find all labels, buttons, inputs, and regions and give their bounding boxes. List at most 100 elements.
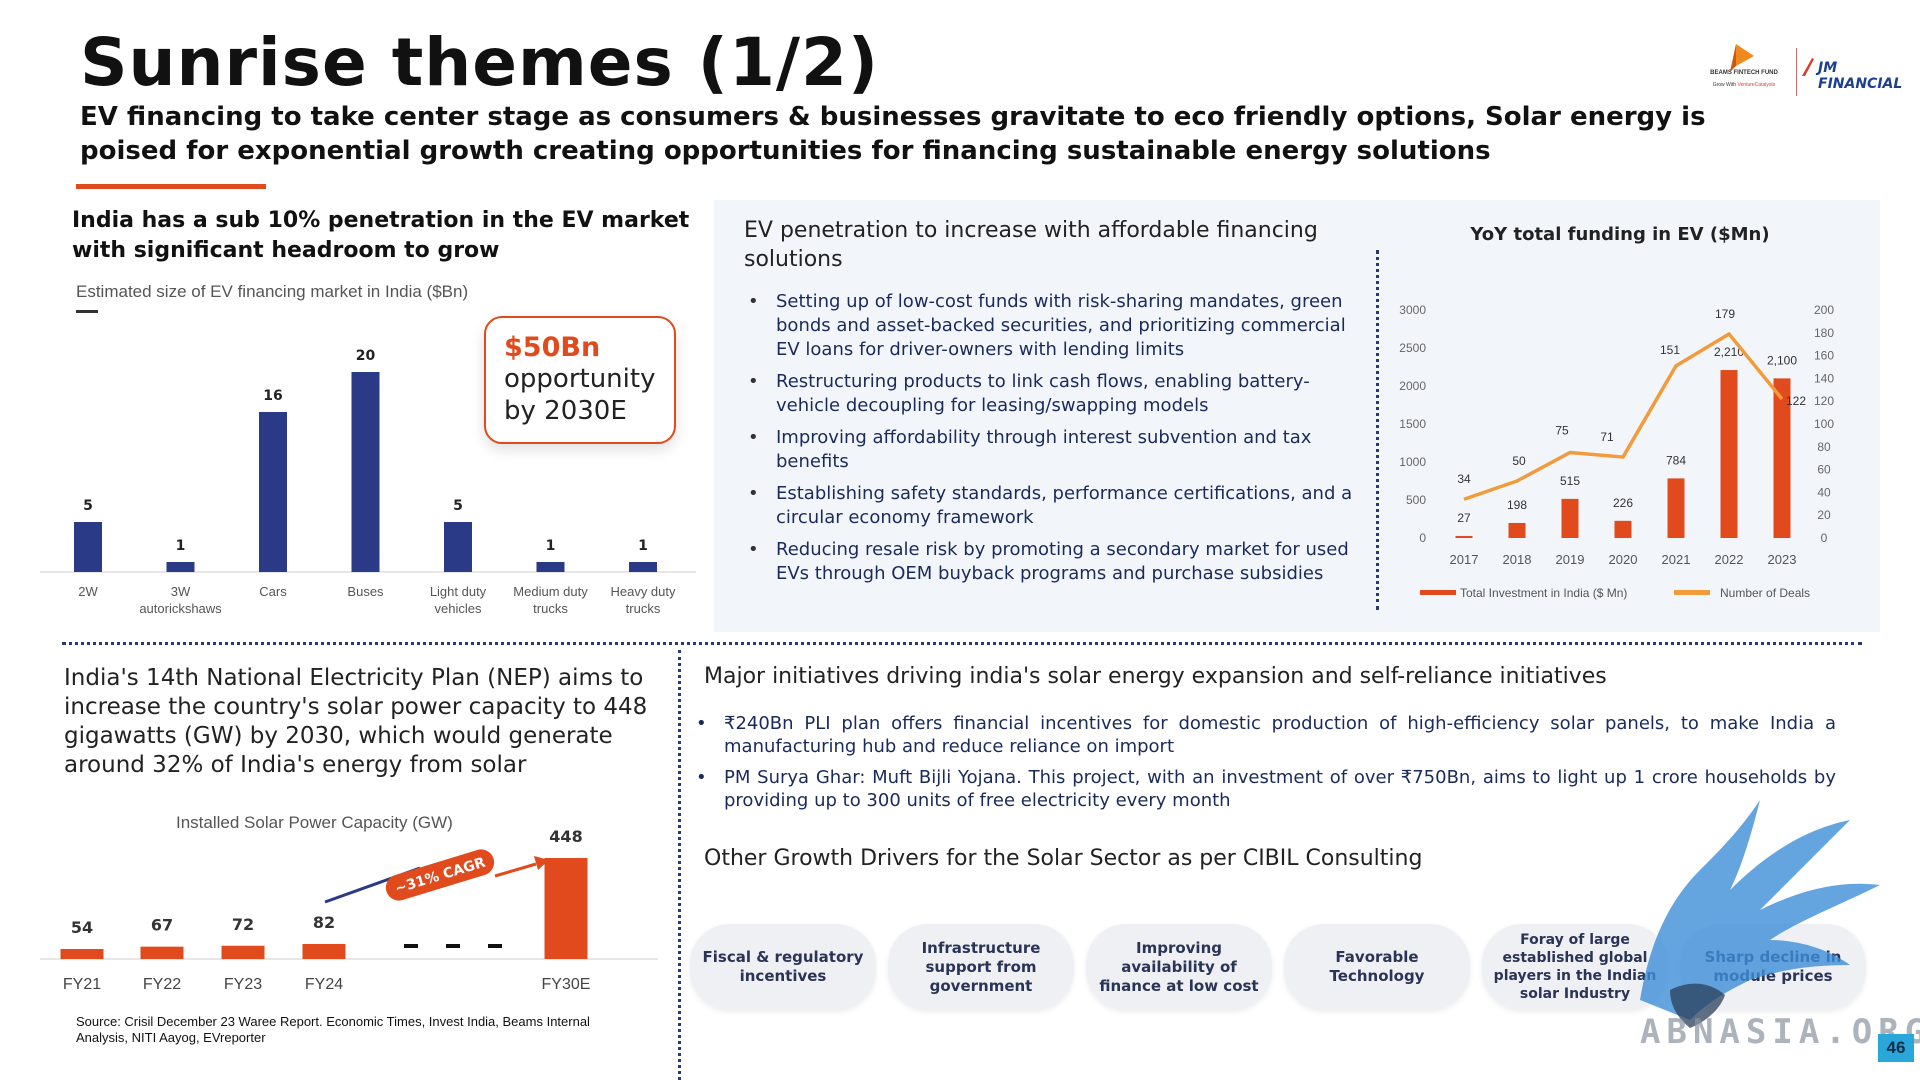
ev-market-bar — [444, 522, 472, 572]
deals-point-label: 71 — [1600, 430, 1614, 444]
solar-value-label: 82 — [313, 913, 335, 932]
solar-capacity-bar — [140, 946, 184, 959]
ev-market-category-label: Heavy duty — [610, 584, 676, 599]
deals-point-label: 75 — [1555, 424, 1569, 438]
bullet-item: Improving affordability through interest… — [744, 426, 1356, 474]
beams-flag-icon — [1730, 44, 1754, 72]
right-axis-tick-label: 100 — [1814, 417, 1834, 431]
ev-market-heading: India has a sub 10% penetration in the E… — [72, 208, 690, 263]
funding-x-tick-label: 2019 — [1556, 552, 1585, 567]
deals-point-label: 179 — [1715, 307, 1735, 321]
bullet-item: Setting up of low-cost funds with risk-s… — [744, 290, 1356, 362]
funding-x-tick-label: 2022 — [1715, 552, 1744, 567]
funding-bar-label: 515 — [1560, 474, 1580, 488]
left-axis-tick-label: 2500 — [1399, 341, 1426, 355]
deals-point-label: 50 — [1512, 454, 1526, 468]
right-axis-tick-label: 0 — [1821, 531, 1828, 545]
growth-driver-pill: Favorable Technology — [1284, 924, 1470, 1010]
bird-watermark-icon — [1640, 800, 1880, 1028]
jm-arrow-icon — [1802, 58, 1814, 76]
solar-value-label: 67 — [151, 916, 173, 935]
funding-x-tick-label: 2020 — [1609, 552, 1638, 567]
solar-category-label: FY30E — [542, 976, 591, 993]
deals-point-label: 151 — [1660, 343, 1680, 357]
bullet-item: Restructuring products to link cash flow… — [744, 370, 1356, 418]
right-axis-tick-label: 20 — [1817, 508, 1831, 522]
growth-driver-pill: Infrastructure support from government — [888, 924, 1074, 1010]
callout-value: $50Bn — [504, 332, 601, 363]
ev-funding-combo-chart: YoY total funding in EV ($Mn)05001000150… — [1399, 224, 1834, 600]
funding-bar-label: 2,210 — [1714, 345, 1744, 359]
ev-market-bar — [74, 522, 102, 572]
funding-bar-label: 27 — [1457, 511, 1471, 525]
axis-break-dash — [488, 944, 502, 948]
growth-drivers-heading: Other Growth Drivers for the Solar Secto… — [704, 846, 1423, 871]
section-divider-horizontal — [62, 642, 1862, 645]
cagr-arrowhead — [534, 856, 549, 870]
funding-bar-label: 198 — [1507, 498, 1527, 512]
beams-fintech-logo: BEAMS FINTECH FUND Grow With VentureCata… — [1696, 42, 1792, 96]
jm-logo-text: JM FINANCIAL — [1818, 60, 1903, 92]
deals-point-label: 34 — [1457, 472, 1471, 486]
solar-capacity-bar — [302, 943, 346, 959]
callout-text: opportunity by 2030E — [504, 364, 656, 426]
chart-label-dash — [76, 310, 98, 313]
right-axis-tick-label: 200 — [1814, 303, 1834, 317]
cagr-arrow-right — [494, 862, 537, 878]
axis-break-dash — [446, 944, 460, 948]
legend-swatch-deals — [1674, 590, 1710, 595]
initiatives-bullets: ₹240Bn PLI plan offers financial incenti… — [696, 712, 1836, 820]
ev-market-value-label: 1 — [176, 538, 186, 554]
funding-bar-label: 784 — [1666, 453, 1686, 467]
ev-market-bar-chart: 5 2W 1 3W autorickshaws 16 Cars 20 Buses 5 Light d… — [40, 348, 696, 616]
right-axis-tick-label: 120 — [1814, 394, 1834, 408]
panel-divider-vertical — [1376, 250, 1379, 610]
ev-market-category-label: Cars — [259, 584, 287, 599]
bullet-item: Establishing safety standards, performan… — [744, 482, 1356, 530]
legend-swatch-investment — [1420, 590, 1456, 595]
funding-bar — [1614, 520, 1632, 538]
ev-market-bar — [536, 562, 565, 572]
axis-break-dash — [404, 944, 418, 948]
funding-x-tick-label: 2021 — [1662, 552, 1691, 567]
ev-market-category-label: vehicles — [435, 601, 482, 616]
ev-market-chart-label: Estimated size of EV financing market in… — [76, 282, 469, 301]
ev-market-value-label: 16 — [263, 388, 282, 404]
funding-x-tick-label: 2023 — [1768, 552, 1797, 567]
nep-description: India's 14th National Electricity Plan (… — [64, 665, 648, 778]
ev-market-category-label: Medium duty — [513, 584, 588, 599]
solar-capacity-bar — [221, 945, 265, 959]
left-axis-tick-label: 500 — [1406, 493, 1426, 507]
bullet-item: ₹240Bn PLI plan offers financial incenti… — [696, 712, 1836, 758]
solar-category-label: FY23 — [224, 976, 262, 993]
title-accent-bar — [76, 184, 266, 189]
ev-market-category-label: trucks — [626, 601, 661, 616]
funding-bar — [1561, 498, 1579, 538]
solar-category-label: FY22 — [143, 976, 181, 993]
right-axis-tick-label: 60 — [1817, 463, 1831, 477]
funding-bar — [1720, 370, 1738, 538]
growth-driver-pill: Improving availability of finance at low… — [1086, 924, 1272, 1010]
watermark-text: ABNASIA.ORG — [1640, 1012, 1920, 1052]
ev-market-value-label: 20 — [356, 348, 376, 364]
right-axis-tick-label: 160 — [1814, 349, 1834, 363]
funding-x-tick-label: 2017 — [1450, 552, 1479, 567]
ev-market-value-label: 1 — [638, 538, 648, 554]
page-number: 46 — [1878, 1034, 1914, 1062]
solar-capacity-bar — [544, 858, 588, 959]
left-axis-tick-label: 2000 — [1399, 379, 1426, 393]
solar-category-label: FY24 — [305, 976, 343, 993]
solar-value-label: 54 — [71, 918, 93, 937]
beams-logo-text: BEAMS FINTECH FUND — [1710, 70, 1778, 76]
ev-financing-heading: EV penetration to increase with affordab… — [744, 218, 1318, 272]
deals-series-line — [1463, 332, 1784, 501]
solar-value-label: 448 — [549, 827, 582, 846]
ev-market-bar — [259, 412, 287, 572]
left-axis-tick-label: 3000 — [1399, 303, 1426, 317]
ev-market-category-label: 2W — [78, 584, 98, 599]
funding-bar — [1667, 478, 1685, 538]
legend-label-deals: Number of Deals — [1720, 586, 1810, 600]
right-axis-tick-label: 40 — [1817, 485, 1831, 499]
right-axis-tick-label: 80 — [1817, 440, 1831, 454]
